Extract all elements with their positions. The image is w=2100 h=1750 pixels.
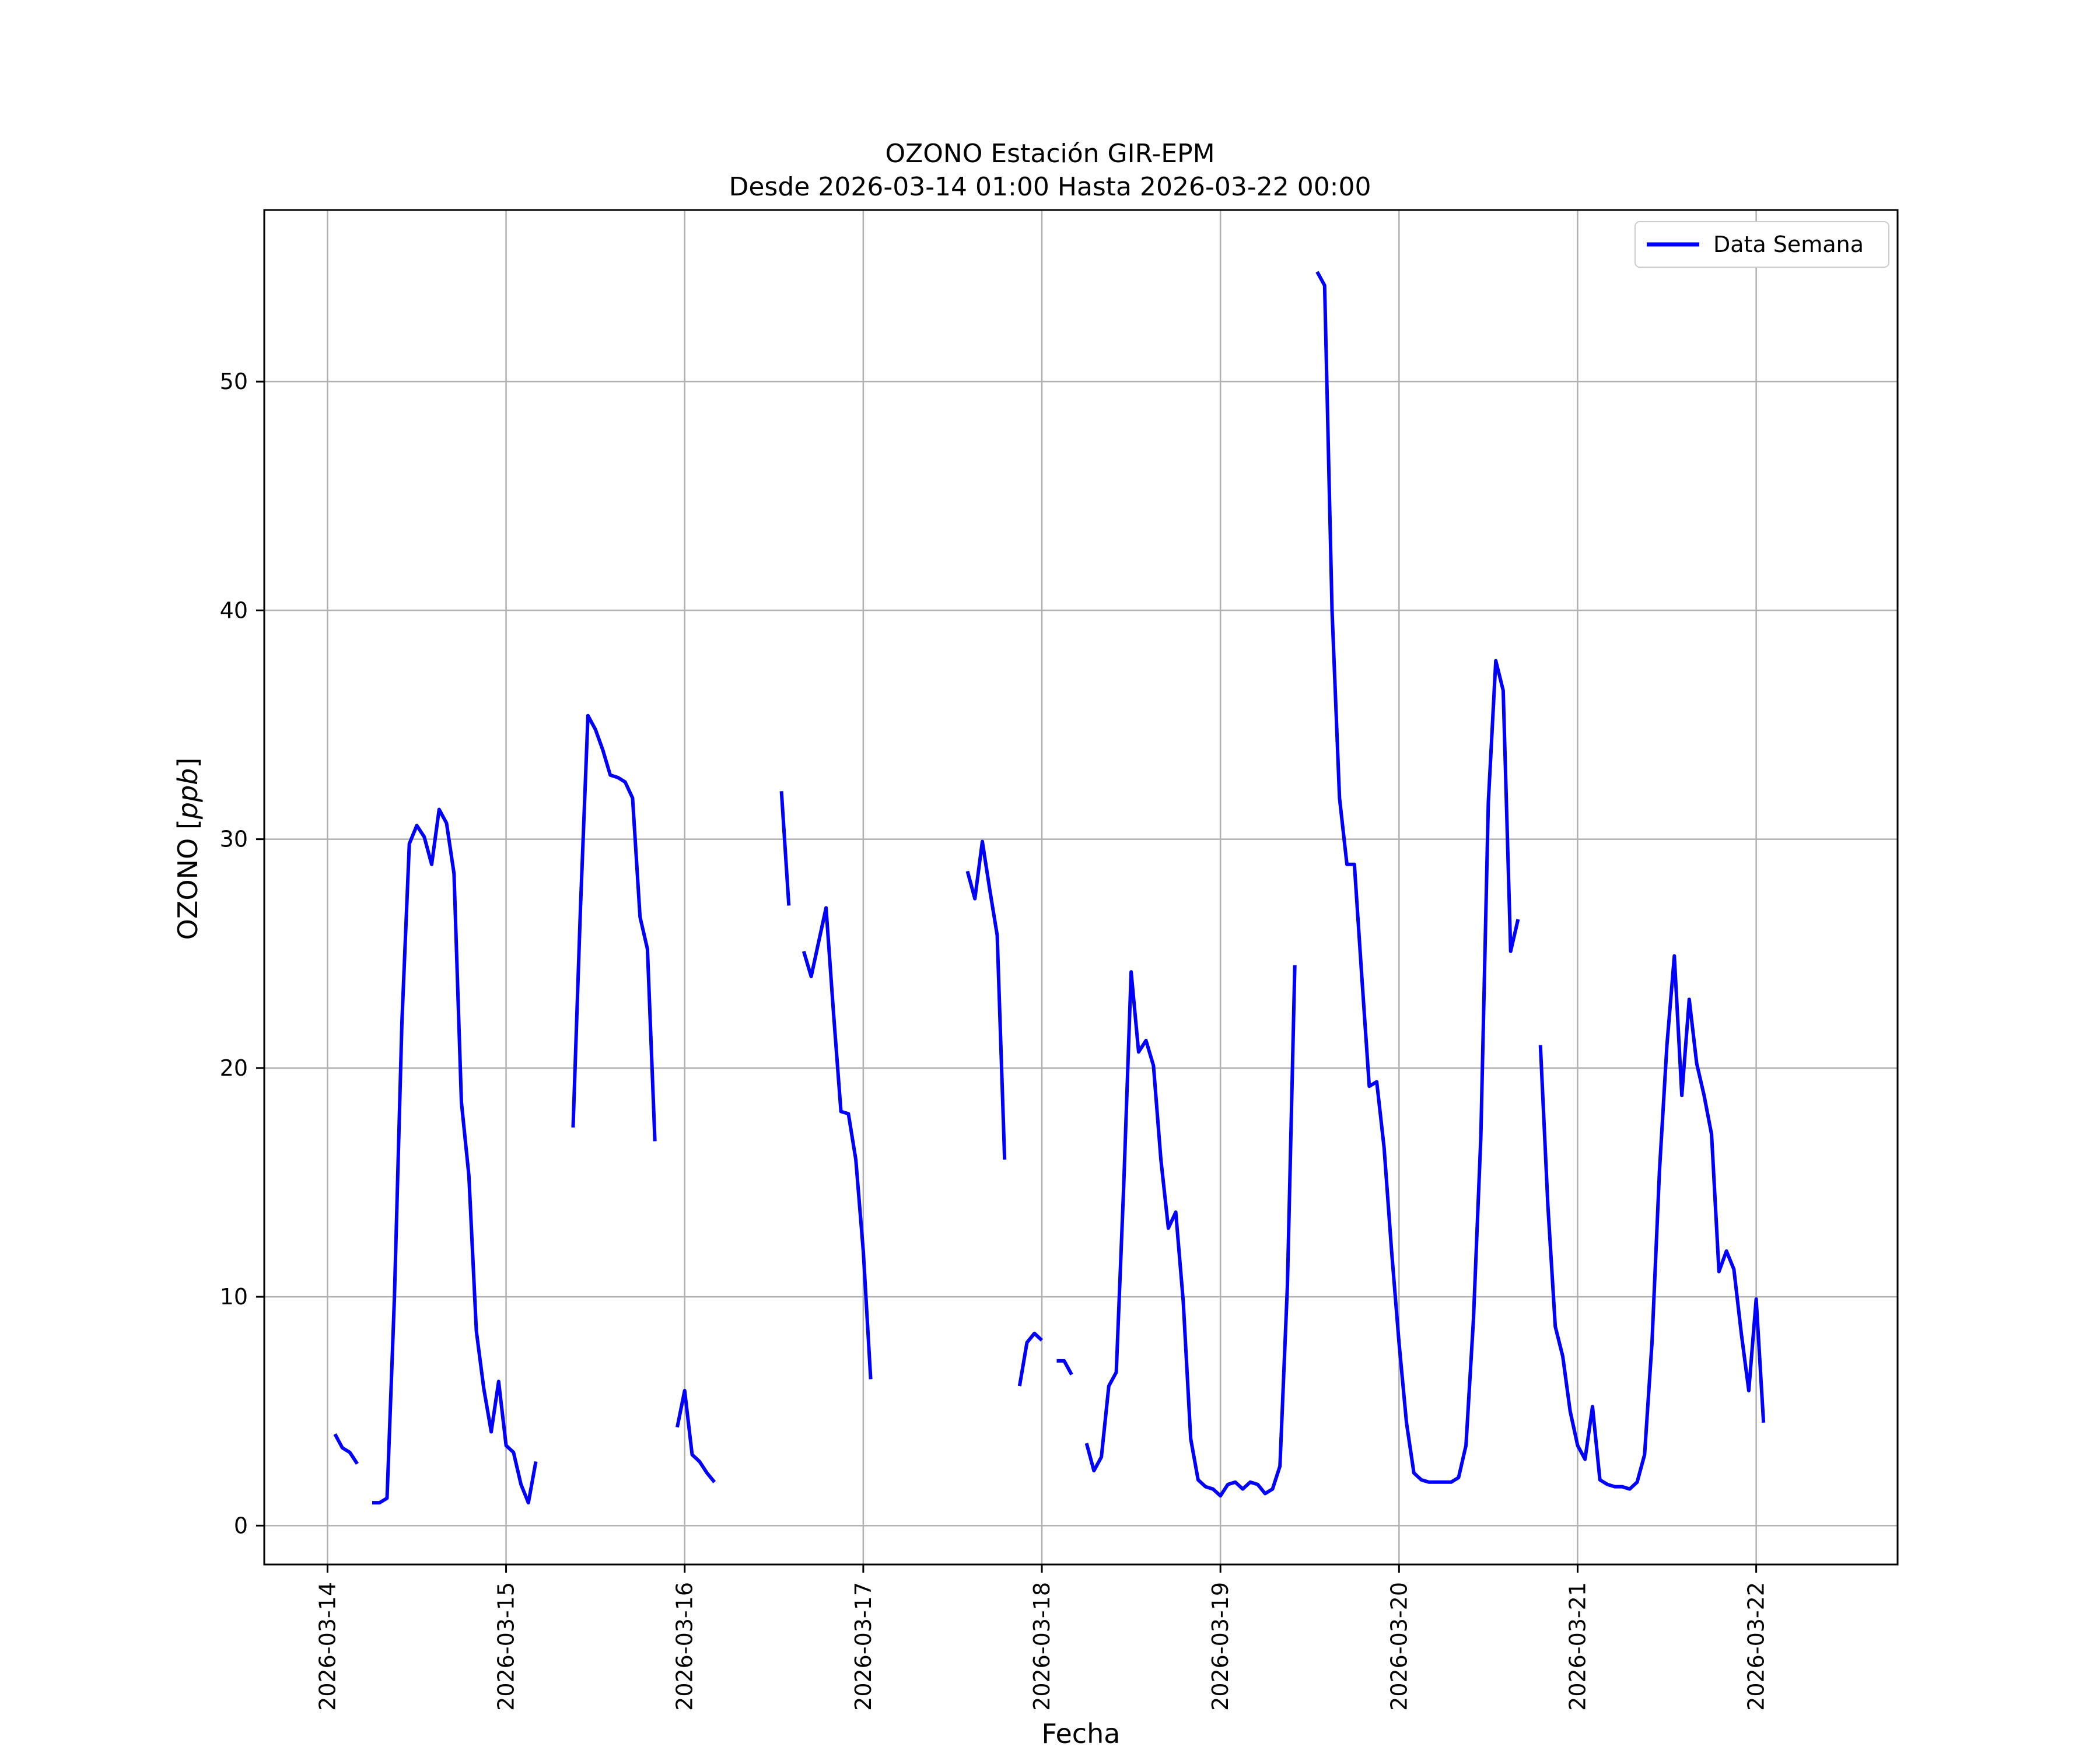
series-line-segment [1017,1331,1044,1387]
series-line-segment [372,807,538,1505]
y-axis-label: OZONO [ppb] [172,758,204,940]
x-tick-label: 2026-03-19 [1208,1582,1233,1711]
series-line-segment [1315,271,1520,1484]
chart-subtitle: Desde 2026-03-14 01:00 Hasta 2026-03-22 … [729,172,1371,202]
grid-lines [264,210,1898,1564]
legend: Data Semana [1634,221,1889,268]
y-tick-label: 10 [220,1284,248,1310]
y-axis-label-text: OZONO [ [172,819,204,940]
y-axis-ticks: 0 10 20 30 40 50 [220,369,264,1538]
series-layer [333,271,1766,1505]
series-line-segment [1084,965,1297,1498]
plot-area-frame [263,209,1899,1566]
legend-box [1634,221,1889,268]
y-axis-label-close: ] [172,758,204,768]
series-line-segment [1056,1359,1073,1376]
x-tick-label: 2026-03-22 [1744,1582,1769,1711]
series-line-segment [965,839,1007,1160]
series-line-segment [676,1388,716,1483]
y-tick-label: 50 [220,369,248,394]
x-tick-label: 2026-03-15 [494,1582,519,1711]
y-axis-label-unit: ppb [172,768,204,820]
x-tick-label: 2026-03-16 [672,1582,698,1711]
x-tick-label: 2026-03-18 [1029,1582,1055,1711]
x-axis-ticks: 2026-03-14 2026-03-15 2026-03-16 2026-03-17… [314,1564,1769,1711]
x-tick-label: 2026-03-21 [1564,1582,1590,1711]
series-line-segment [802,906,873,1380]
series-line-segment [779,791,791,906]
x-tick-label: 2026-03-17 [850,1582,876,1711]
chart-title: OZONO Estación GIR-EPM [885,139,1214,169]
series-line-segment [571,713,657,1142]
x-axis-label: Fecha [1042,1718,1121,1749]
y-tick-label: 0 [234,1513,248,1538]
y-tick-label: 30 [220,827,248,852]
series-line-segment [333,1433,359,1465]
x-tick-label: 2026-03-20 [1386,1582,1412,1711]
x-tick-label: 2026-03-14 [314,1582,340,1711]
legend-label-data-semana: Data Semana [1713,232,1864,257]
y-tick-label: 20 [220,1055,248,1081]
series-line-segment [1538,954,1766,1491]
y-tick-label: 40 [220,597,248,623]
